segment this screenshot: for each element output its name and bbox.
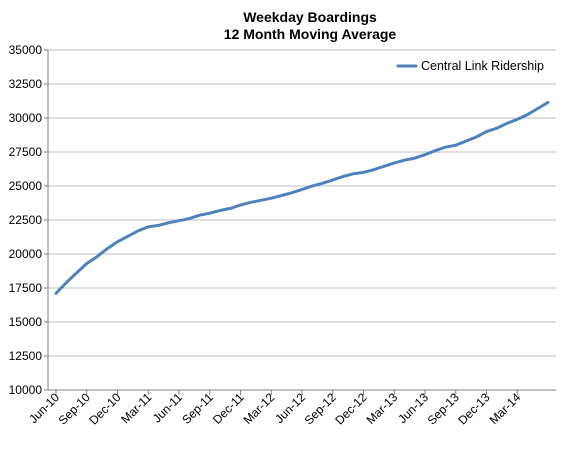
legend: Central Link Ridership bbox=[396, 59, 544, 73]
gridlines bbox=[48, 49, 556, 357]
y-tick-label-35000: 35000 bbox=[9, 43, 43, 57]
y-tick-label-12500: 12500 bbox=[9, 349, 43, 363]
series-line-central-link-ridership bbox=[54, 100, 550, 295]
axes bbox=[44, 49, 556, 395]
y-tick-label-17500: 17500 bbox=[9, 281, 43, 295]
y-tick-label-22500: 22500 bbox=[9, 213, 43, 227]
chart-subtitle: 12 Month Moving Average bbox=[224, 26, 397, 42]
y-tick-label-20000: 20000 bbox=[9, 247, 43, 261]
chart-title: Weekday Boardings bbox=[243, 9, 377, 25]
y-tick-label-25000: 25000 bbox=[9, 179, 43, 193]
series-lines bbox=[54, 100, 550, 295]
legend-label-central-link: Central Link Ridership bbox=[421, 59, 544, 73]
y-tick-label-27500: 27500 bbox=[9, 145, 43, 159]
y-tick-labels: 10000 12500 15000 17500 20000 22500 25000 27500… bbox=[9, 43, 43, 397]
y-tick-label-10000: 10000 bbox=[9, 383, 43, 397]
y-tick-label-15000: 15000 bbox=[9, 315, 43, 329]
y-tick-label-32500: 32500 bbox=[9, 77, 43, 91]
y-tick-label-30000: 30000 bbox=[9, 111, 43, 125]
